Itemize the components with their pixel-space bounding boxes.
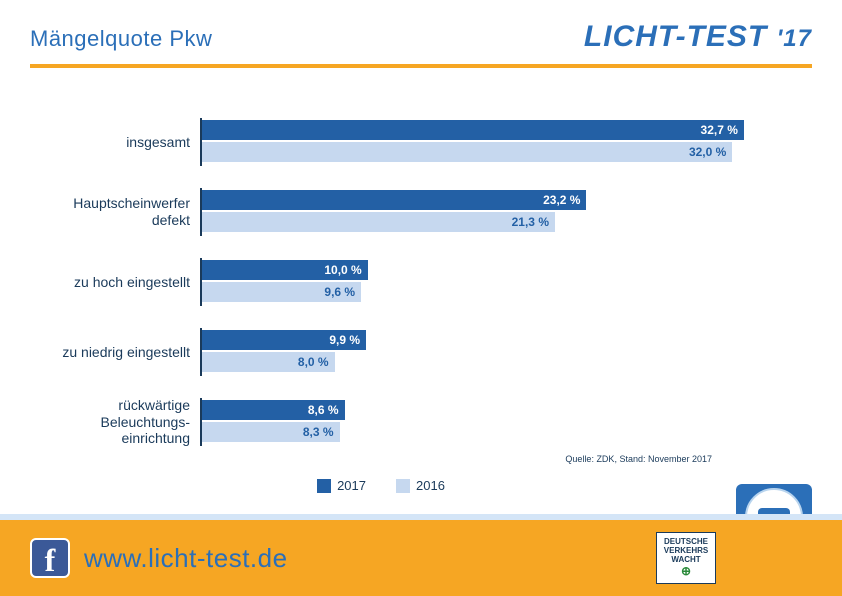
footer-url[interactable]: www.licht-test.de bbox=[84, 543, 288, 574]
chart-row: Hauptscheinwerferdefekt23,2 %21,3 % bbox=[30, 188, 782, 236]
category-label: zu hoch eingestellt bbox=[30, 274, 200, 291]
bar-value-label: 8,0 % bbox=[298, 352, 329, 372]
category-label: rückwärtigeBeleuchtungs-einrichtung bbox=[30, 397, 200, 447]
logo-main: LICHT-TEST bbox=[584, 20, 767, 53]
chart-row: rückwärtigeBeleuchtungs-einrichtung8,6 %… bbox=[30, 398, 782, 446]
bar: 10,0 % bbox=[202, 260, 782, 280]
bar: 8,6 % bbox=[202, 400, 782, 420]
page-subtitle: Mängelquote Pkw bbox=[30, 26, 212, 52]
category-label: insgesamt bbox=[30, 134, 200, 151]
bar: 21,3 % bbox=[202, 212, 782, 232]
legend-label: 2017 bbox=[337, 478, 366, 493]
bar-value-label: 8,3 % bbox=[303, 422, 334, 442]
bars-container: 10,0 %9,6 % bbox=[200, 258, 782, 306]
bar-chart: insgesamt32,7 %32,0 %Hauptscheinwerferde… bbox=[30, 118, 782, 458]
source-text: Quelle: ZDK, Stand: November 2017 bbox=[565, 454, 712, 464]
facebook-icon[interactable]: f bbox=[30, 538, 70, 578]
legend: 2017 2016 bbox=[0, 478, 842, 493]
bar-value-label: 32,7 % bbox=[701, 120, 738, 140]
chart-row: zu niedrig eingestellt9,9 %8,0 % bbox=[30, 328, 782, 376]
chart-row: zu hoch eingestellt10,0 %9,6 % bbox=[30, 258, 782, 306]
category-label: Hauptscheinwerferdefekt bbox=[30, 195, 200, 229]
bars-container: 8,6 %8,3 % bbox=[200, 398, 782, 446]
bar-value-label: 32,0 % bbox=[689, 142, 726, 162]
legend-swatch bbox=[396, 479, 410, 493]
footer: f www.licht-test.de DEUTSCHEVERKEHRSWACH… bbox=[0, 514, 842, 596]
verkehrswacht-badge: DEUTSCHEVERKEHRSWACHT⊕ bbox=[656, 532, 716, 584]
bars-container: 9,9 %8,0 % bbox=[200, 328, 782, 376]
legend-label: 2016 bbox=[416, 478, 445, 493]
bar-value-label: 10,0 % bbox=[324, 260, 361, 280]
bar-fill bbox=[202, 142, 732, 162]
bar-value-label: 8,6 % bbox=[308, 400, 339, 420]
bar-fill bbox=[202, 190, 586, 210]
legend-item: 2017 bbox=[317, 478, 366, 493]
bar: 9,6 % bbox=[202, 282, 782, 302]
bar-value-label: 9,9 % bbox=[329, 330, 360, 350]
chart-row: insgesamt32,7 %32,0 % bbox=[30, 118, 782, 166]
bars-container: 32,7 %32,0 % bbox=[200, 118, 782, 166]
bar-fill bbox=[202, 212, 555, 232]
bar: 8,0 % bbox=[202, 352, 782, 372]
logo: LICHT-TEST '17 bbox=[584, 20, 812, 54]
bar-value-label: 21,3 % bbox=[512, 212, 549, 232]
logo-year: '17 bbox=[777, 25, 812, 52]
bar-value-label: 23,2 % bbox=[543, 190, 580, 210]
category-label: zu niedrig eingestellt bbox=[30, 344, 200, 361]
header: Mängelquote Pkw LICHT-TEST '17 bbox=[0, 0, 842, 64]
bar: 32,0 % bbox=[202, 142, 782, 162]
bar: 9,9 % bbox=[202, 330, 782, 350]
bar: 32,7 % bbox=[202, 120, 782, 140]
bar: 8,3 % bbox=[202, 422, 782, 442]
bar-value-label: 9,6 % bbox=[324, 282, 355, 302]
header-divider bbox=[30, 64, 812, 68]
bars-container: 23,2 %21,3 % bbox=[200, 188, 782, 236]
bar: 23,2 % bbox=[202, 190, 782, 210]
legend-swatch bbox=[317, 479, 331, 493]
footer-badges: DEUTSCHEVERKEHRSWACHT⊕ bbox=[656, 532, 812, 584]
bar-fill bbox=[202, 120, 744, 140]
legend-item: 2016 bbox=[396, 478, 445, 493]
